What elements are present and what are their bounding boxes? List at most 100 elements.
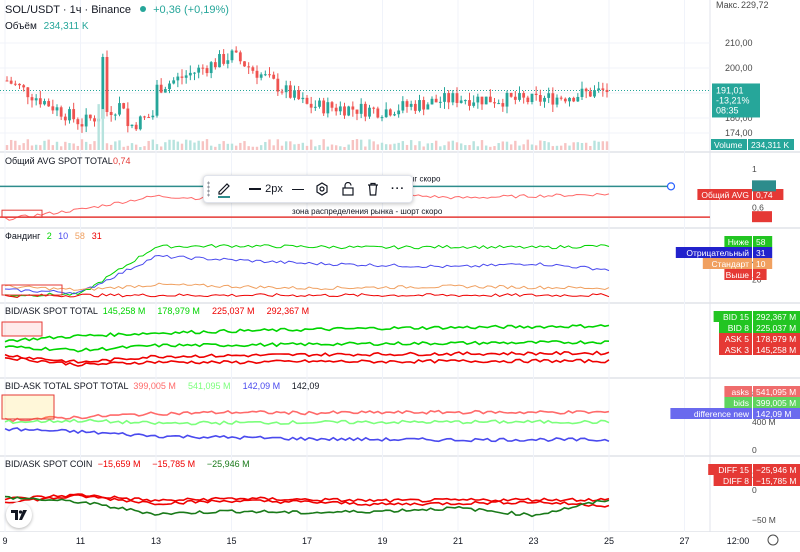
pane-title-4: BID/ASK SPOT COIN — [5, 459, 92, 469]
volume-bar — [451, 140, 455, 150]
volume-bar — [589, 146, 592, 150]
trash-icon — [368, 182, 378, 196]
market-status-dot — [140, 6, 147, 12]
candle — [376, 108, 380, 118]
pane-value-4-0: −15,659 M — [98, 459, 141, 469]
line-style-button[interactable] — [288, 176, 308, 202]
time-tick-2: 13 — [151, 536, 161, 546]
volume-bar — [239, 142, 242, 150]
candle — [68, 109, 71, 121]
value-tag-2-0: BID 15 292,367 M — [713, 311, 800, 322]
candle — [509, 92, 513, 97]
value-tag-label: asks — [732, 387, 749, 397]
volume-bar — [480, 140, 484, 150]
tradingview-logo — [6, 502, 32, 528]
value-tag-value: 541,095 M — [756, 387, 796, 397]
volume-bar — [89, 144, 92, 150]
volume-bar — [97, 104, 100, 150]
candle — [513, 96, 517, 100]
pencil-color-button[interactable] — [204, 176, 244, 202]
gear-icon — [316, 182, 328, 196]
candle — [538, 95, 542, 102]
candle — [122, 103, 126, 109]
drawing-toolbar: 2px ··· — [203, 175, 413, 203]
volume-bar — [434, 140, 438, 150]
candle — [276, 78, 280, 92]
candle — [426, 104, 430, 110]
volume-bar — [572, 142, 575, 150]
settings-button[interactable] — [308, 176, 336, 202]
volume-bar — [272, 145, 275, 150]
line-width-button[interactable]: 2px — [244, 176, 288, 202]
value-tag-label-bg — [670, 408, 752, 419]
value-tag-value-bg — [753, 236, 773, 247]
volume-bar — [322, 139, 325, 150]
value-tag-label-bg — [713, 475, 752, 486]
volume-bar — [305, 145, 309, 150]
time-tick-10: 12:00 — [727, 536, 750, 546]
volume-bar — [468, 145, 471, 150]
volume-bar — [368, 139, 371, 150]
lock-button[interactable] — [336, 176, 360, 202]
volume-bar — [543, 140, 546, 150]
candle — [293, 90, 296, 98]
candle — [330, 102, 334, 108]
value-tag-value-bg — [753, 189, 784, 200]
volume-bar — [326, 146, 330, 150]
candle — [397, 110, 401, 115]
volume-bar — [209, 145, 213, 150]
pane-axis-tick-3-2: 0 — [752, 445, 757, 455]
pane-value-3-2: 142,09 M — [243, 381, 281, 391]
pane-title-2: BID/ASK SPOT TOTAL — [5, 306, 98, 316]
candle — [326, 102, 330, 114]
volume-bar — [59, 146, 63, 150]
volume-bar — [297, 143, 300, 150]
time-tick-8: 25 — [604, 536, 614, 546]
volume-bar — [109, 144, 113, 150]
candle — [463, 100, 467, 102]
candle — [597, 88, 601, 91]
pencil-icon — [218, 183, 230, 198]
lock-icon — [342, 182, 354, 196]
volume-bar — [164, 142, 167, 150]
candle — [272, 74, 276, 79]
candle — [93, 118, 96, 122]
candle — [101, 56, 105, 119]
series-line-1-3 — [4, 293, 610, 299]
volume-bar — [601, 141, 605, 150]
candle — [130, 124, 134, 127]
volume-bar — [126, 145, 130, 150]
candle — [134, 124, 138, 130]
value-tag-value: 145,258 M — [756, 345, 796, 355]
volume-bar — [264, 141, 267, 150]
candle — [18, 83, 21, 86]
candle — [343, 106, 346, 116]
time-axis-bg — [0, 532, 800, 552]
drag-handle-icon[interactable] — [207, 181, 210, 197]
candle — [51, 106, 55, 111]
tradingview-logo-icon — [11, 510, 27, 520]
volume-bar — [5, 145, 9, 150]
volume-bar — [330, 144, 334, 150]
value-tag-label-bg — [713, 311, 752, 322]
price-tick-3: 180,00 — [725, 113, 753, 123]
volume-bar — [597, 141, 600, 150]
volume-bar — [343, 146, 346, 150]
volume-bar — [134, 144, 138, 150]
volume-bar — [105, 143, 109, 150]
candle — [30, 97, 34, 101]
volume-bar — [364, 146, 367, 150]
candle — [234, 50, 238, 53]
candle — [476, 96, 480, 103]
volume-bar — [114, 141, 117, 150]
volume-bar — [222, 141, 225, 150]
delete-button[interactable] — [360, 176, 386, 202]
volume-bar — [359, 139, 363, 150]
symbol-title[interactable]: SOL/USDT · 1ч · Binance — [5, 4, 131, 16]
volume-bar — [155, 144, 159, 150]
volume-bar — [147, 140, 150, 150]
candle — [9, 80, 13, 84]
time-tick-5: 19 — [377, 536, 387, 546]
more-button[interactable]: ··· — [386, 176, 410, 202]
